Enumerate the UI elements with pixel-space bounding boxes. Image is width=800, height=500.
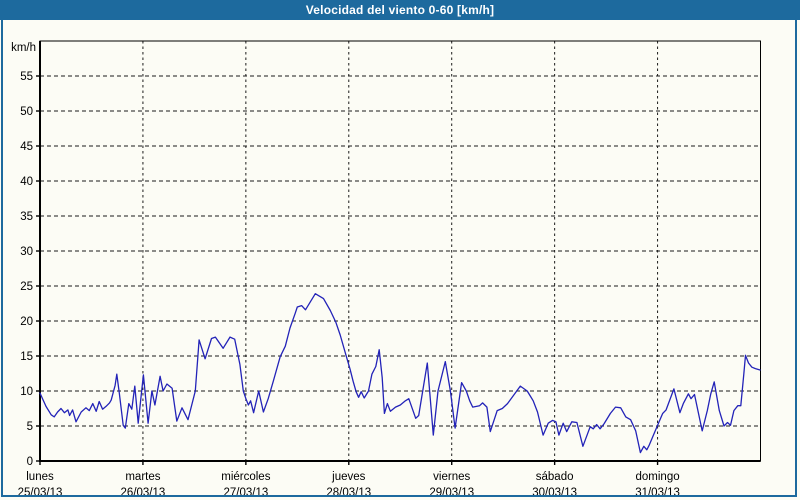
date-label: 31/03/13 <box>635 487 680 499</box>
wind-speed-chart: 0 5 10 15 20 25 30 35 40 45 50 55 lunes 25/03/13 marte… <box>11 40 761 499</box>
title-bar: Velocidad del viento 0-60 [km/h] <box>0 0 800 20</box>
day-label: viernes <box>433 471 470 483</box>
y-tick-label: 40 <box>20 176 33 188</box>
y-tick-label: 25 <box>20 281 33 293</box>
y-tick-label: 50 <box>20 106 33 118</box>
date-label: 30/03/13 <box>532 487 577 499</box>
y-tick-label: 55 <box>20 71 33 83</box>
axis-labels: 0 5 10 15 20 25 30 35 40 45 50 55 lunes 25/03/13 marte… <box>18 71 680 499</box>
day-label: sábado <box>536 471 574 483</box>
y-tick-label: 15 <box>20 351 33 363</box>
wind-speed-line <box>39 293 761 454</box>
y-tick-label: 35 <box>20 211 33 223</box>
day-label: lunes <box>26 471 54 483</box>
y-axis-unit-label: km/h <box>11 42 36 54</box>
date-label: 28/03/13 <box>326 487 371 499</box>
day-label: domingo <box>636 471 680 483</box>
day-label: martes <box>125 471 160 483</box>
y-tick-label: 30 <box>20 246 33 258</box>
chart-title: Velocidad del viento 0-60 [km/h] <box>305 3 495 17</box>
date-label: 27/03/13 <box>223 487 268 499</box>
chart-area: 0 5 10 15 20 25 30 35 40 45 50 55 lunes 25/03/13 marte… <box>0 20 800 500</box>
y-tick-label: 0 <box>27 456 33 468</box>
date-label: 26/03/13 <box>121 487 166 499</box>
y-tick-label: 5 <box>27 421 33 433</box>
day-label: miércoles <box>221 471 270 483</box>
y-tick-label: 20 <box>20 316 33 328</box>
y-tick-label: 45 <box>20 141 33 153</box>
date-label: 25/03/13 <box>18 487 63 499</box>
day-label: jueves <box>331 471 365 483</box>
grid <box>40 41 761 461</box>
y-tick-label: 10 <box>20 386 33 398</box>
date-label: 29/03/13 <box>429 487 474 499</box>
